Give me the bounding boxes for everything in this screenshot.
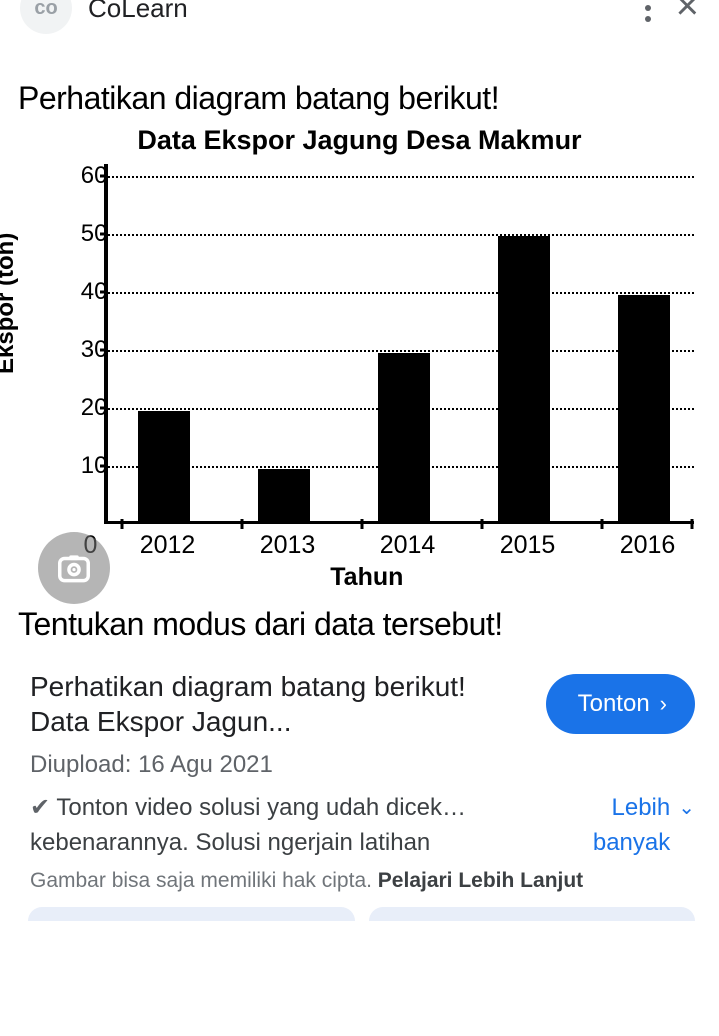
x-axis-label: Tahun [330, 563, 403, 592]
y-axis-label: Ekspor (ton) [0, 233, 20, 374]
question-image-card[interactable]: Perhatikan diagram batang berikut! Data … [0, 58, 719, 643]
y-tick-mark [100, 290, 108, 293]
y-tick-mark [100, 174, 108, 177]
chevron-down-icon[interactable]: ⌄ [678, 795, 695, 820]
y-tick-mark [100, 406, 108, 409]
x-tick-mark [360, 519, 363, 529]
google-lens-button[interactable] [38, 532, 110, 604]
copyright-notice: Gambar bisa saja memiliki hak cipta. Pel… [0, 867, 719, 907]
watch-button[interactable]: Tonton › [546, 674, 695, 734]
instruction-bottom: Tentukan modus dari data tersebut! [18, 606, 707, 643]
bar [498, 236, 550, 521]
bar-chart: Ekspor (ton) 0 Tahun 1020304050602012201… [10, 164, 710, 584]
grid-line [108, 176, 694, 178]
x-tick-mark [120, 519, 123, 529]
chevron-right-icon: › [660, 691, 667, 717]
bar [258, 469, 310, 521]
chip-placeholder[interactable] [28, 907, 355, 921]
learn-more-link[interactable]: Pelajari Lebih Lanjut [378, 869, 583, 892]
show-more-link[interactable]: Lebih banyak [560, 791, 670, 861]
camera-icon [55, 549, 93, 587]
x-tick-mark [600, 519, 603, 529]
x-tick-label: 2016 [620, 531, 676, 560]
chip-placeholder[interactable] [369, 907, 696, 921]
bar [378, 353, 430, 521]
result-description: ✔ Tonton video solusi yang udah dicek… k… [30, 791, 552, 861]
chart-title: Data Ekspor Jagung Desa Makmur [8, 125, 711, 156]
plot-area [104, 164, 694, 524]
bar [138, 411, 190, 521]
checkmark-icon: ✔ [30, 794, 50, 821]
y-tick-mark [100, 232, 108, 235]
grid-line [108, 234, 694, 236]
result-title[interactable]: Perhatikan diagram batang berikut! Data … [30, 669, 532, 739]
overflow-menu-icon[interactable] [636, 0, 660, 22]
x-tick-mark [690, 519, 693, 529]
bar [618, 295, 670, 521]
x-tick-label: 2015 [500, 531, 556, 560]
x-tick-label: 2013 [260, 531, 316, 560]
source-avatar[interactable]: co [20, 0, 72, 34]
instruction-top: Perhatikan diagram batang berikut! [18, 80, 707, 117]
y-tick-mark [100, 348, 108, 351]
y-tick-mark [100, 464, 108, 467]
x-tick-mark [480, 519, 483, 529]
source-name[interactable]: CoLearn [88, 0, 620, 24]
uploaded-date: Diupload: 16 Agu 2021 [0, 747, 719, 789]
x-tick-mark [240, 519, 243, 529]
grid-line [108, 350, 694, 352]
x-tick-label: 2014 [380, 531, 436, 560]
x-tick-label: 2012 [140, 531, 196, 560]
related-chips-row [0, 907, 719, 931]
grid-line [108, 292, 694, 294]
close-icon[interactable]: × [676, 0, 699, 18]
watch-button-label: Tonton [578, 690, 650, 718]
